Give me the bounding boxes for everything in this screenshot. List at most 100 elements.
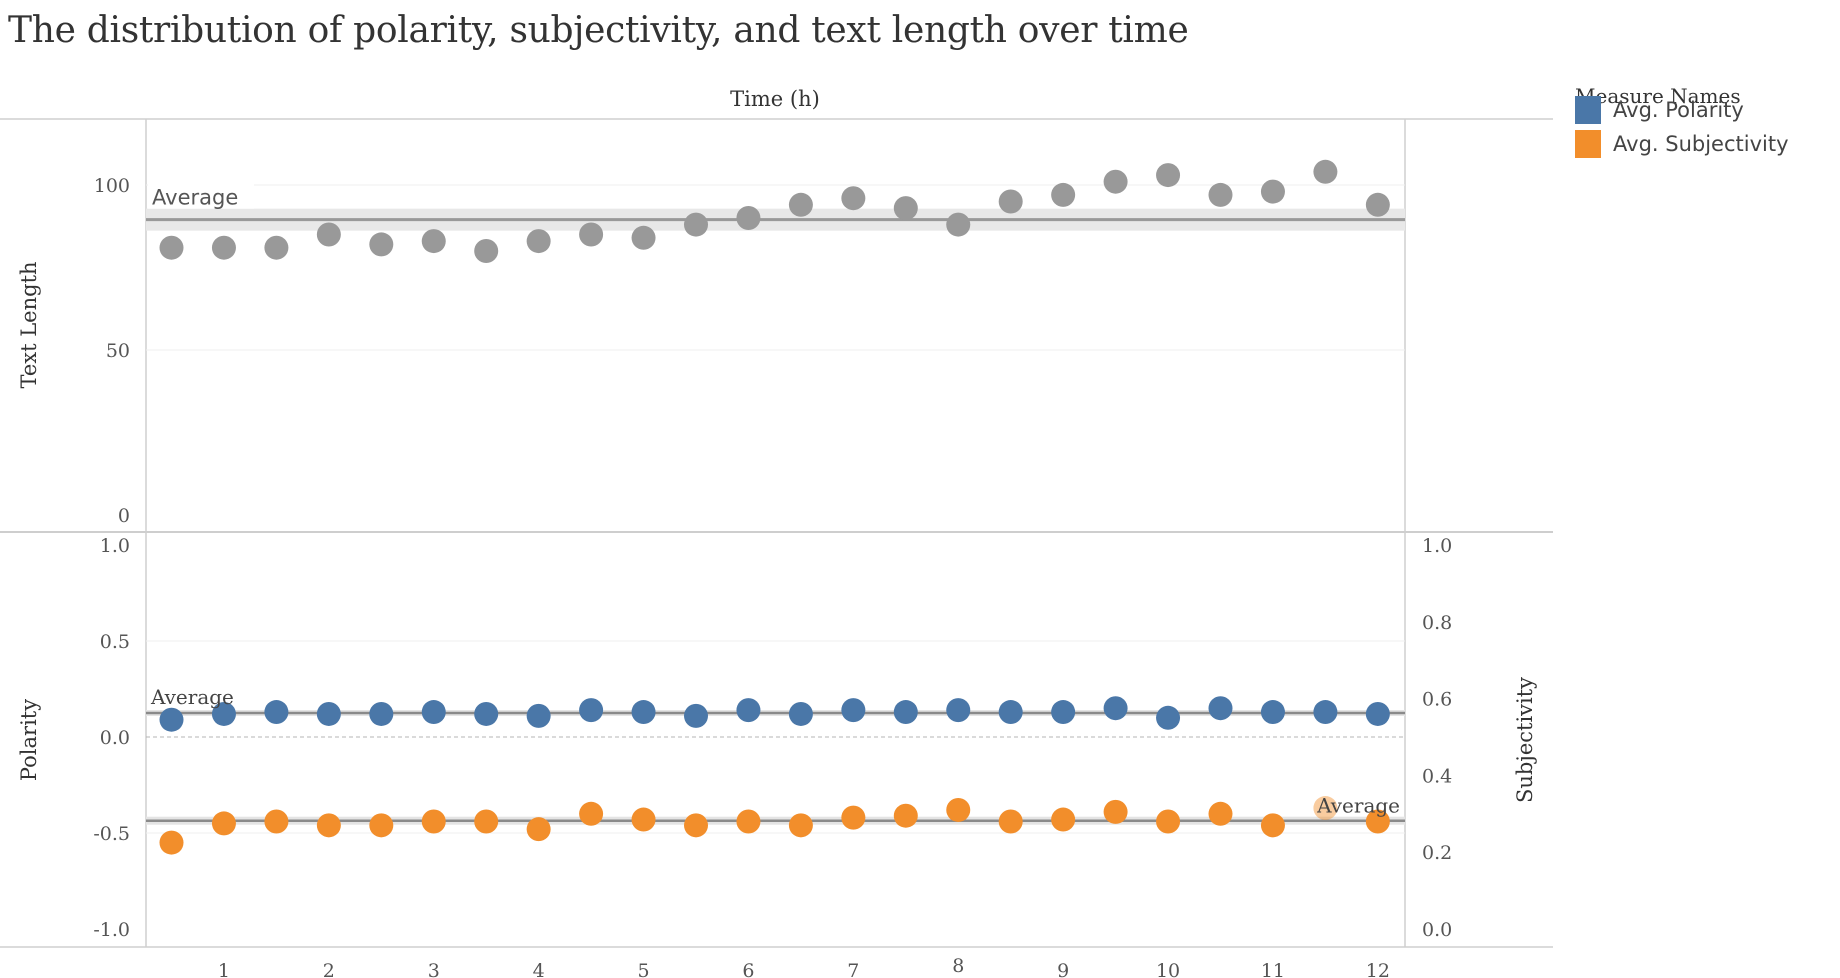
average-label-bg-text-length bbox=[148, 182, 254, 209]
text-length-point bbox=[684, 212, 708, 237]
text-length-point bbox=[316, 222, 341, 247]
y2-tick-label-subjectivity: 0.8 bbox=[1422, 612, 1452, 634]
text-length-point bbox=[369, 232, 394, 257]
polarity-point bbox=[369, 701, 394, 726]
polarity-point bbox=[579, 698, 604, 723]
y-tick-label-polarity: 1.0 bbox=[100, 535, 130, 557]
subjectivity-point bbox=[579, 801, 604, 826]
y-tick-label-polarity: 0.0 bbox=[100, 727, 130, 749]
text-length-point bbox=[264, 235, 289, 260]
legend-label-subjectivity: Avg. Subjectivity bbox=[1613, 132, 1789, 156]
polarity-point bbox=[159, 707, 184, 732]
text-length-point bbox=[474, 239, 499, 263]
text-length-point bbox=[841, 186, 866, 211]
text-length-point bbox=[159, 235, 184, 260]
polarity-point bbox=[1260, 700, 1285, 725]
polarity-point bbox=[946, 698, 971, 723]
y-axis-title-polarity: Polarity bbox=[17, 699, 41, 781]
x-tick-label: 5 bbox=[638, 960, 650, 978]
average-labels: Average Average Average bbox=[148, 182, 1400, 818]
y-axis-title-subjectivity: Subjectivity bbox=[1513, 677, 1537, 803]
chart-title: The distribution of polarity, subjectivi… bbox=[8, 10, 1189, 51]
y-tick-label-polarity: -1.0 bbox=[93, 919, 130, 941]
polarity-point bbox=[893, 700, 918, 725]
subjectivity-point bbox=[631, 807, 656, 832]
polarity-point bbox=[1051, 700, 1076, 725]
tick-labels: 0 50 100 -1.0 -0.5 0.0 0.5 1.0 0.0 0.2 0.4 0.6 0.8 1.… bbox=[93, 175, 1452, 978]
legend-label-polarity: Avg. Polarity bbox=[1613, 98, 1744, 122]
reference-lines bbox=[146, 208, 1405, 825]
polarity-point bbox=[211, 701, 236, 726]
y2-tick-label-subjectivity: 1.0 bbox=[1422, 535, 1452, 557]
average-label-subjectivity: Average bbox=[1316, 794, 1400, 818]
text-length-point bbox=[893, 196, 918, 221]
legend-title: Measure Names bbox=[1575, 84, 1741, 108]
text-length-point bbox=[788, 192, 813, 217]
polarity-point bbox=[1103, 696, 1128, 721]
polarity-point bbox=[264, 700, 289, 725]
polarity-point bbox=[788, 701, 813, 726]
subjectivity-point bbox=[159, 830, 184, 855]
x-tick-label: 8 bbox=[952, 955, 964, 977]
polarity-point bbox=[841, 698, 866, 723]
x-tick-label: 9 bbox=[1057, 960, 1069, 978]
subjectivity-point bbox=[1208, 801, 1233, 826]
polarity-point bbox=[631, 700, 656, 725]
x-tick-label: 1 bbox=[218, 960, 230, 978]
y-axis-title-text-length: Text Length bbox=[17, 261, 41, 388]
y-tick-label-text-length: 0 bbox=[118, 505, 130, 527]
text-length-point bbox=[526, 229, 551, 254]
x-axis-title: Time (h) bbox=[730, 87, 820, 111]
x-tick-label: 6 bbox=[742, 960, 754, 978]
polarity-point bbox=[1156, 705, 1181, 730]
subjectivity-point bbox=[788, 813, 813, 838]
polarity-point bbox=[526, 703, 551, 728]
polarity-point bbox=[474, 701, 499, 726]
y2-tick-label-subjectivity: 0.2 bbox=[1422, 842, 1452, 864]
subjectivity-point bbox=[1365, 809, 1390, 834]
y2-tick-label-subjectivity: 0.6 bbox=[1422, 689, 1452, 711]
subjectivity-point bbox=[1260, 813, 1285, 838]
text-length-point bbox=[579, 222, 604, 247]
subjectivity-point bbox=[946, 797, 971, 822]
x-tick-label: 4 bbox=[533, 960, 545, 978]
subjectivity-point bbox=[1051, 807, 1076, 832]
polarity-point bbox=[998, 700, 1023, 725]
x-tick-label: 3 bbox=[428, 960, 440, 978]
gridlines bbox=[146, 184, 1405, 834]
polarity-point bbox=[1208, 696, 1233, 721]
subjectivity-point bbox=[526, 817, 551, 842]
text-length-point bbox=[736, 206, 761, 230]
subjectivity-point bbox=[1103, 799, 1128, 824]
text-length-point bbox=[421, 229, 446, 254]
text-length-point bbox=[211, 235, 236, 260]
polarity-point bbox=[316, 701, 341, 726]
subjectivity-point bbox=[998, 809, 1023, 834]
text-length-point bbox=[1260, 179, 1285, 204]
x-tick-label: 2 bbox=[323, 960, 335, 978]
text-length-point bbox=[631, 225, 656, 250]
x-tick-label: 11 bbox=[1261, 960, 1285, 978]
polarity-point bbox=[1313, 700, 1338, 725]
text-length-point bbox=[1103, 169, 1128, 194]
legend-swatch-subjectivity bbox=[1575, 130, 1601, 158]
x-tick-label: 10 bbox=[1156, 960, 1180, 978]
subjectivity-point bbox=[264, 809, 289, 834]
y-tick-label-polarity: 0.5 bbox=[100, 631, 130, 653]
y2-tick-label-subjectivity: 0.0 bbox=[1422, 919, 1452, 941]
subjectivity-point bbox=[421, 809, 446, 834]
y-tick-label-text-length: 100 bbox=[94, 175, 130, 197]
subjectivity-point bbox=[369, 813, 394, 838]
legend-swatch-polarity bbox=[1575, 96, 1601, 124]
average-label-text-length: Average bbox=[152, 186, 238, 210]
average-label-polarity: Average bbox=[150, 685, 234, 709]
subjectivity-point bbox=[841, 805, 866, 830]
subjectivity-point bbox=[736, 809, 761, 834]
y2-tick-label-subjectivity: 0.4 bbox=[1422, 765, 1452, 787]
polarity-point bbox=[1365, 701, 1390, 726]
text-length-point bbox=[1051, 182, 1076, 207]
text-length-point bbox=[1313, 159, 1338, 184]
text-length-point bbox=[1208, 182, 1233, 207]
subjectivity-point bbox=[316, 813, 341, 838]
